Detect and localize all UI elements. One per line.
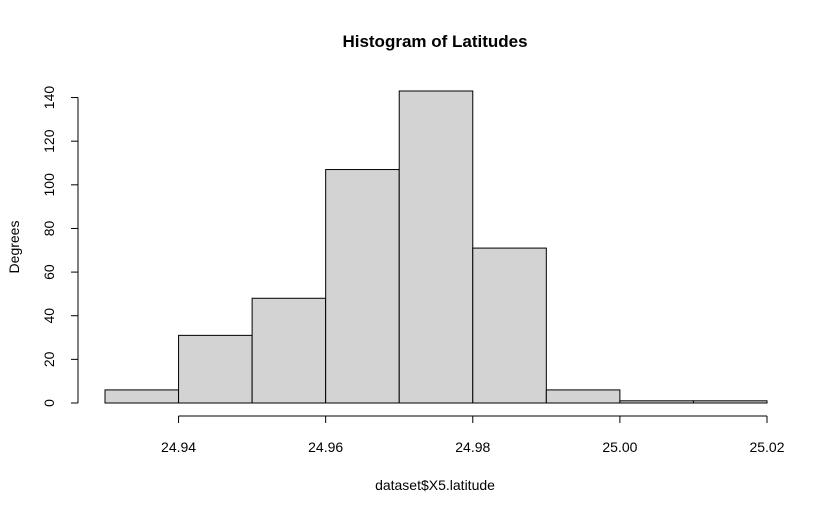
chart-title: Histogram of Latitudes (342, 32, 527, 51)
x-tick-label: 25.00 (602, 439, 637, 455)
histogram-bar (545, 389, 621, 404)
x-axis-label: dataset$X5.latitude (375, 477, 495, 493)
y-tick-label: 100 (41, 173, 57, 197)
y-tick-label: 80 (41, 220, 57, 236)
x-tick-label: 24.96 (308, 439, 343, 455)
bars-group (104, 90, 768, 404)
y-tick-label: 40 (41, 308, 57, 324)
histogram-bar (692, 400, 768, 404)
x-tick-label: 25.02 (749, 439, 784, 455)
histogram-bar (104, 389, 180, 404)
x-tick-label: 24.98 (455, 439, 490, 455)
y-tick-label: 0 (41, 399, 57, 407)
histogram-bar (325, 169, 400, 404)
histogram-bar (472, 247, 547, 404)
y-tick-label: 20 (41, 351, 57, 367)
x-axis: 24.94 24.96 24.98 25.00 25.02 (161, 415, 785, 455)
x-tick-label: 24.94 (161, 439, 196, 455)
y-axis: 0 20 40 60 80 100 120 140 (41, 86, 79, 407)
y-tick-label: 140 (41, 86, 57, 110)
histogram-bar (178, 334, 253, 404)
histogram-bar (619, 400, 694, 404)
histogram-bar (251, 297, 327, 404)
y-axis-label: Degrees (6, 221, 22, 274)
y-tick-label: 120 (41, 129, 57, 153)
histogram-bar (398, 90, 474, 404)
y-tick-label: 60 (41, 264, 57, 280)
